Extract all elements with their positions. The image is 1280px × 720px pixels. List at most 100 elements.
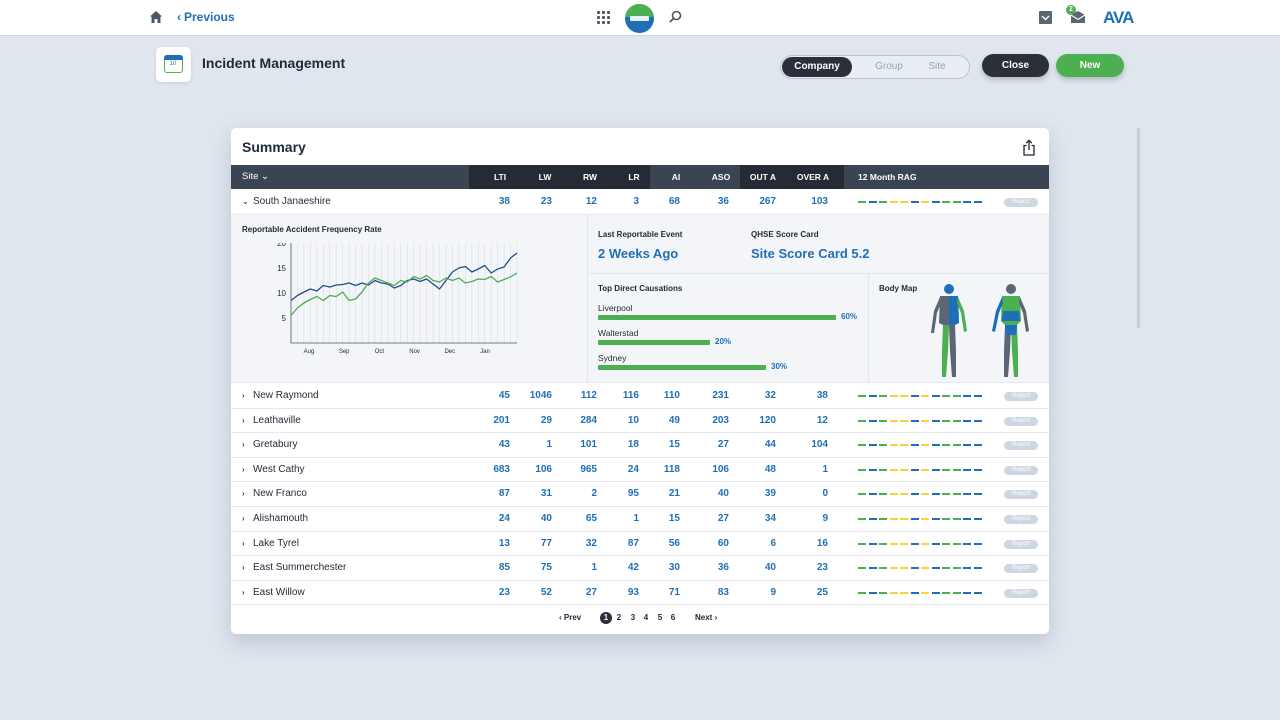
- rag-month-dash: [973, 591, 982, 594]
- cell-value: 36: [717, 196, 729, 207]
- site-name[interactable]: West Cathy: [253, 463, 305, 475]
- cell-value: 9: [770, 586, 776, 598]
- brand-logo[interactable]: AVA: [1103, 8, 1134, 28]
- chevron-right-icon[interactable]: ›: [242, 440, 245, 450]
- chevron-right-icon[interactable]: ›: [242, 489, 245, 499]
- chevron-right-icon[interactable]: ›: [242, 391, 245, 400]
- rag-month-dash: [889, 591, 898, 594]
- table-row[interactable]: › Gretabury 43 1 101 18 15 27 44 104 Report: [231, 433, 1049, 458]
- report-button[interactable]: Report: [1004, 198, 1038, 207]
- cell-value: 43: [498, 439, 510, 451]
- home-icon[interactable]: [149, 10, 163, 24]
- cell-value: 40: [717, 488, 729, 500]
- apps-grid-icon[interactable]: [597, 11, 610, 24]
- column-header-rag[interactable]: 12 Month RAG: [858, 172, 917, 182]
- table-row[interactable]: › Lake Tyrel 13 77 32 87 56 60 6 16 Report: [231, 532, 1049, 557]
- report-button[interactable]: Report: [1004, 539, 1038, 549]
- rag-month-dash: [963, 493, 971, 496]
- site-name[interactable]: Alishamouth: [253, 513, 309, 524]
- cell-value: 23: [816, 562, 828, 574]
- mail-icon[interactable]: [1070, 10, 1086, 24]
- column-header-site[interactable]: Site ⌄: [242, 171, 269, 182]
- report-button[interactable]: Report: [1004, 564, 1038, 574]
- site-name[interactable]: Gretabury: [253, 439, 298, 451]
- chevron-right-icon[interactable]: ›: [242, 514, 245, 523]
- rag-month-dash: [858, 518, 866, 520]
- chevron-right-icon[interactable]: ›: [242, 415, 245, 425]
- chevron-down-icon[interactable]: ⌄: [242, 197, 249, 206]
- report-button[interactable]: Report: [1004, 441, 1038, 451]
- site-name[interactable]: Lake Tyrel: [253, 537, 299, 549]
- inbox-icon[interactable]: [1038, 10, 1053, 25]
- column-header-ai[interactable]: AI: [671, 172, 681, 182]
- rag-month-dash: [963, 395, 971, 397]
- close-button[interactable]: Close: [982, 54, 1049, 77]
- rag-month-dash: [879, 567, 887, 570]
- site-name[interactable]: South Janaeshire: [253, 196, 331, 207]
- share-icon[interactable]: [1022, 139, 1036, 156]
- table-row[interactable]: ⌄ South Janaeshire 38 23 12 3 68 36 267 103 Report: [231, 190, 1049, 215]
- rag-month-dash: [942, 542, 950, 545]
- column-header-lr[interactable]: LR: [628, 172, 640, 182]
- rag-month-dash: [931, 395, 940, 397]
- table-row[interactable]: › New Franco 87 31 2 95 21 40 39 0 Report: [231, 482, 1049, 507]
- search-icon[interactable]: [669, 10, 682, 23]
- table-row[interactable]: › Alishamouth 24 40 65 1 15 27 34 9 Report: [231, 507, 1049, 532]
- scope-option-group[interactable]: Group: [875, 61, 903, 72]
- rag-month-dash: [952, 493, 961, 496]
- page-scrollbar[interactable]: [1137, 128, 1140, 328]
- page-6[interactable]: 6: [670, 613, 676, 622]
- chevron-right-icon[interactable]: ›: [242, 464, 245, 474]
- chevron-right-icon[interactable]: ›: [242, 563, 245, 573]
- table-row[interactable]: › New Raymond 45 1046 112 116 110 231 32 38 Report: [231, 384, 1049, 409]
- notification-badge: 2: [1066, 5, 1076, 15]
- table-row[interactable]: › West Cathy 683 106 965 24 118 106 48 1 Report: [231, 458, 1049, 483]
- column-header-out-a[interactable]: OUT A: [749, 172, 777, 182]
- table-row[interactable]: › East Willow 23 52 27 93 71 83 9 25 Report: [231, 581, 1049, 606]
- page-4[interactable]: 4: [643, 613, 649, 622]
- column-header-lti[interactable]: LTI: [493, 172, 507, 182]
- page-5[interactable]: 5: [657, 613, 663, 622]
- app-icon: 10: [156, 47, 191, 82]
- rag-month-dash: [910, 419, 919, 422]
- rag-month-dash: [858, 419, 866, 422]
- site-name[interactable]: Leathaville: [253, 414, 301, 426]
- rag-month-dash: [921, 518, 929, 520]
- scope-option-site[interactable]: Site: [928, 61, 946, 72]
- rag-month-dash: [973, 493, 982, 496]
- rag-month-dash: [900, 591, 908, 594]
- page-1[interactable]: 1: [600, 612, 612, 624]
- site-name[interactable]: East Summerchester: [253, 562, 347, 574]
- chevron-right-icon[interactable]: ›: [242, 587, 245, 597]
- body-front-figure: [931, 284, 967, 377]
- report-button[interactable]: Report: [1004, 392, 1038, 401]
- column-header-lw[interactable]: LW: [538, 172, 552, 182]
- qhse-value[interactable]: Site Score Card 5.2: [751, 246, 870, 261]
- report-button[interactable]: Report: [1004, 588, 1038, 598]
- report-button[interactable]: Report: [1004, 515, 1038, 524]
- pagination-next[interactable]: Next ›: [695, 613, 718, 622]
- rag-month-dash: [921, 591, 929, 594]
- page-2[interactable]: 2: [616, 613, 622, 622]
- report-button[interactable]: Report: [1004, 490, 1038, 500]
- report-button[interactable]: Report: [1004, 465, 1038, 475]
- new-button[interactable]: New: [1056, 54, 1124, 77]
- scope-option-company[interactable]: Company: [782, 57, 852, 77]
- pagination-prev[interactable]: ‹ Prev: [559, 613, 582, 622]
- table-row[interactable]: › Leathaville 201 29 284 10 49 203 120 12 Report: [231, 409, 1049, 434]
- column-header-over-a[interactable]: OVER A: [796, 172, 830, 182]
- cell-value: 34: [764, 513, 776, 524]
- table-row[interactable]: › East Summerchester 85 75 1 42 30 36 40 23 Report: [231, 556, 1049, 581]
- column-header-rw[interactable]: RW: [582, 172, 597, 182]
- chevron-right-icon[interactable]: ›: [242, 538, 245, 548]
- site-name[interactable]: New Raymond: [253, 390, 319, 401]
- site-name[interactable]: New Franco: [253, 488, 307, 500]
- company-logo[interactable]: [625, 4, 654, 33]
- rag-month-dash: [900, 419, 908, 422]
- rag-month-dash: [952, 395, 961, 397]
- previous-link[interactable]: ‹ Previous: [177, 10, 235, 24]
- report-button[interactable]: Report: [1004, 416, 1038, 426]
- column-header-aso[interactable]: ASO: [711, 172, 731, 182]
- site-name[interactable]: East Willow: [253, 586, 305, 598]
- page-3[interactable]: 3: [630, 613, 636, 622]
